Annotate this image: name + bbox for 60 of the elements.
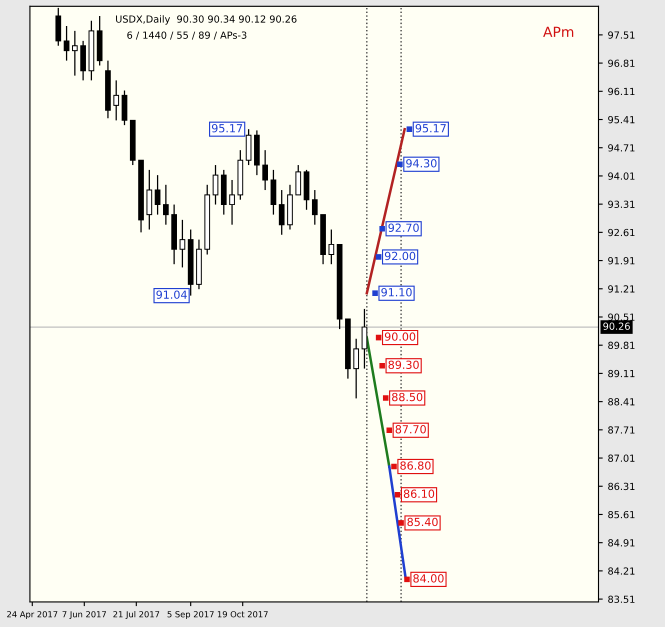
candlestick xyxy=(113,80,120,121)
annotation: APm xyxy=(543,26,574,37)
annotation: 86.80 xyxy=(400,461,431,470)
candlestick xyxy=(212,164,218,206)
x-tick-label: 19 Oct 2017 xyxy=(218,611,268,618)
annotation: 92.00 xyxy=(384,252,416,260)
y-tick-label: 89.11 xyxy=(608,370,634,378)
x-tick-label: 5 Sep 2017 xyxy=(168,611,214,620)
candlestick xyxy=(262,150,268,191)
candlestick xyxy=(278,189,285,236)
annotation: 92.70 xyxy=(388,224,419,232)
y-tick-label: 96.11 xyxy=(608,88,634,96)
y-tick-label: 89.81 xyxy=(608,342,634,350)
y-tick-label: 87.01 xyxy=(608,454,634,462)
candlestick xyxy=(163,184,169,226)
x-tick-label: 7 Jun 2017 xyxy=(62,611,106,619)
annotation: 89.30 xyxy=(388,360,419,369)
candlestick xyxy=(295,164,302,196)
y-tick-label: 94.01 xyxy=(608,172,634,180)
candlestick xyxy=(229,179,235,226)
y-tick-label: 90.51 xyxy=(608,313,634,321)
annotation: 94.30 xyxy=(406,159,437,168)
annotation: 90.00 xyxy=(384,332,416,341)
y-tick-label: 84.91 xyxy=(608,539,634,547)
candlestick xyxy=(64,25,70,62)
y-tick-label: 95.41 xyxy=(608,116,634,124)
y-tick-label: 86.31 xyxy=(608,482,634,490)
x-tick-label: 21 Jul 2017 xyxy=(113,610,160,619)
text: USDX,Daily 90.30 90.34 90.12 90.26 xyxy=(116,15,297,25)
annotation: 85.40 xyxy=(407,518,438,526)
candlestick xyxy=(180,219,186,268)
y-tick-label: 87.71 xyxy=(608,426,634,434)
annotation: 95.17 xyxy=(416,124,446,132)
ref-line-label: 90.26 xyxy=(603,322,630,330)
candlestick xyxy=(353,338,360,400)
y-tick-label: 91.21 xyxy=(608,285,634,293)
x-tick-label: 24 Apr 2017 xyxy=(7,611,58,620)
candlestick xyxy=(154,174,160,216)
y-tick-label: 88.41 xyxy=(608,398,634,406)
y-tick-label: 92.61 xyxy=(608,228,634,236)
y-tick-label: 93.31 xyxy=(608,200,634,208)
y-tick-label: 91.91 xyxy=(608,257,634,264)
y-tick-label: 83.51 xyxy=(608,596,634,603)
annotation: 95.17 xyxy=(212,124,242,132)
y-tick-label: 97.51 xyxy=(608,31,634,39)
y-tick-label: 94.71 xyxy=(608,144,634,152)
y-tick-label: 96.81 xyxy=(608,60,634,67)
annotation: 88.50 xyxy=(392,392,422,402)
y-tick-label: 85.61 xyxy=(608,510,634,518)
y-tick-label: 84.21 xyxy=(608,567,634,575)
annotation: 91.04 xyxy=(156,290,187,299)
candlestick xyxy=(362,308,368,370)
candlestick xyxy=(312,189,318,226)
candlestick xyxy=(72,30,78,76)
candlestick xyxy=(328,228,334,265)
annotation: 87.70 xyxy=(396,425,426,434)
annotation: 84.00 xyxy=(413,574,444,583)
annotation: 86.10 xyxy=(404,490,434,498)
text: 6 / 1440 / 55 / 89 / APs-3 xyxy=(127,31,246,40)
annotation: 91.10 xyxy=(381,288,412,296)
